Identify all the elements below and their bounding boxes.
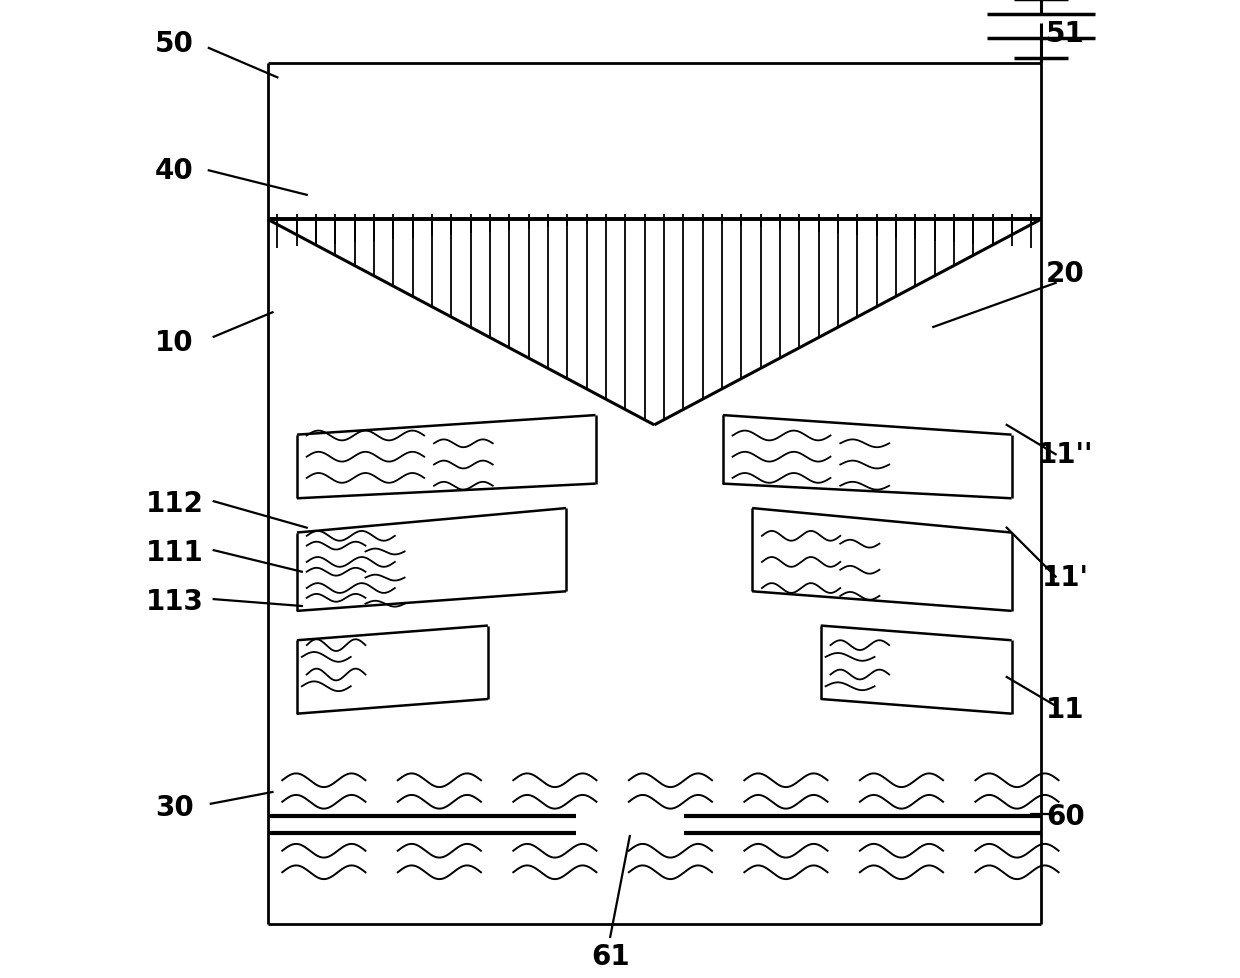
Text: 11': 11' (1042, 563, 1089, 591)
Text: 11: 11 (1047, 695, 1085, 723)
Text: 51: 51 (1047, 21, 1085, 48)
Text: 113: 113 (145, 588, 203, 615)
Text: 111: 111 (145, 539, 203, 566)
Text: 40: 40 (155, 157, 193, 185)
Text: 20: 20 (1047, 260, 1085, 288)
Text: 10: 10 (155, 329, 193, 356)
Text: 11'': 11'' (1038, 441, 1094, 468)
Text: 61: 61 (591, 943, 630, 970)
Text: 60: 60 (1047, 803, 1085, 830)
Text: 112: 112 (145, 490, 203, 517)
Text: 30: 30 (155, 793, 193, 821)
Text: 50: 50 (155, 30, 193, 58)
